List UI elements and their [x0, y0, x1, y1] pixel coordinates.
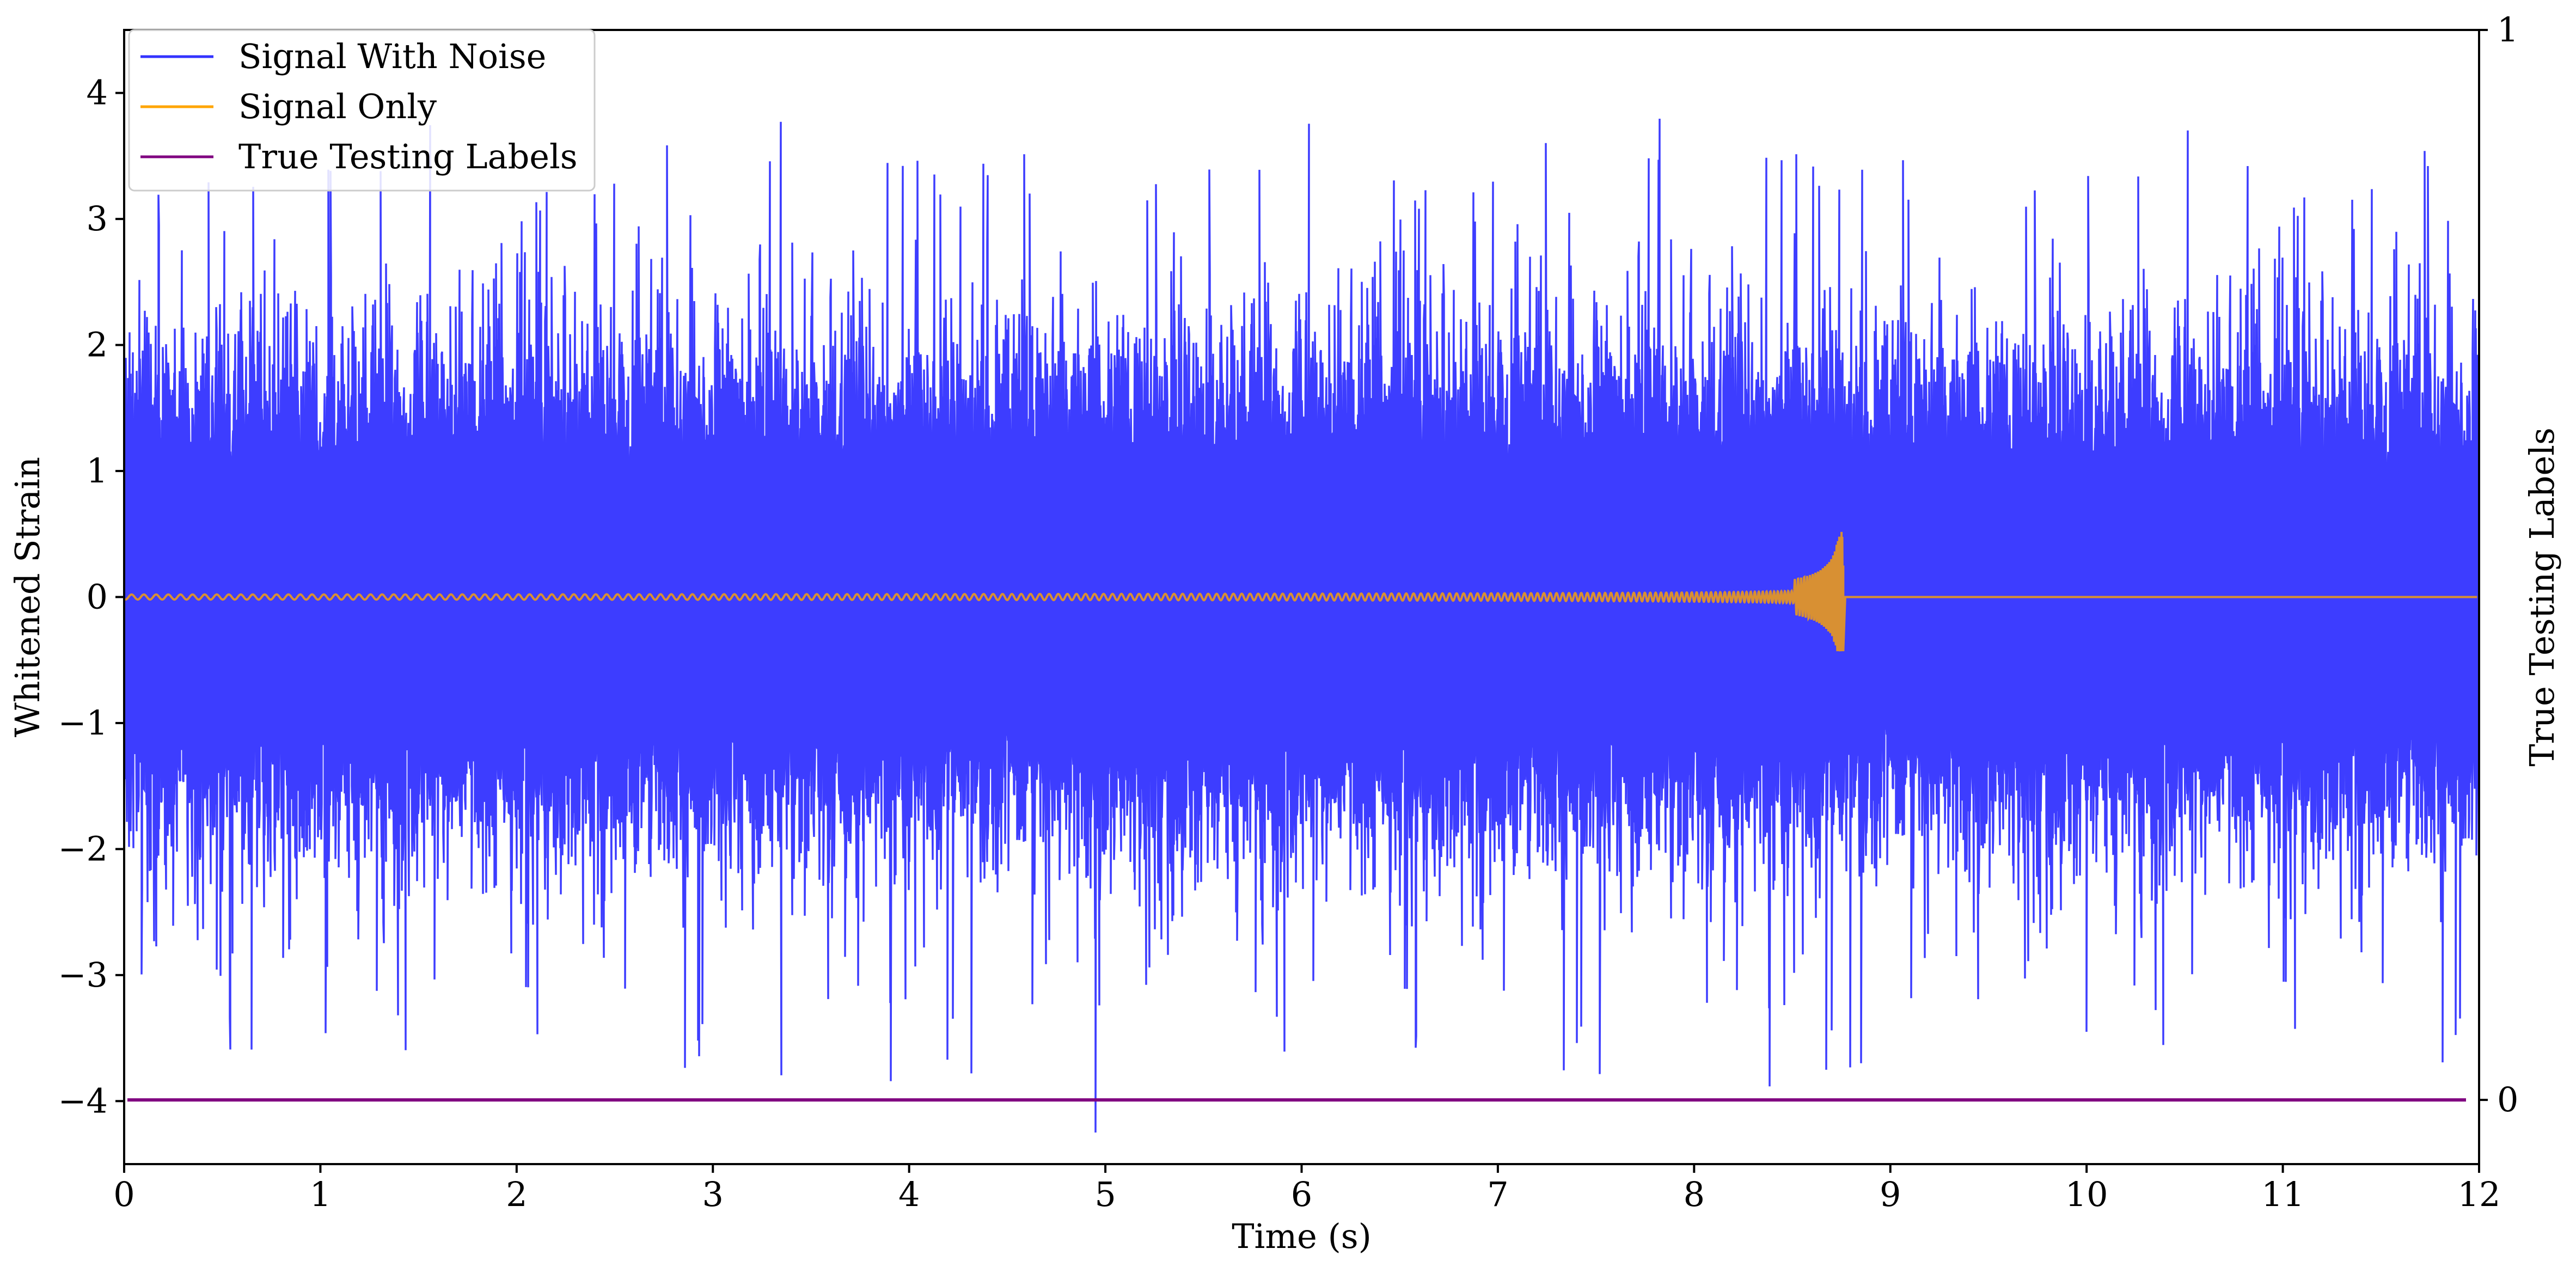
legend-entry-true-testing-labels: True Testing Labels [140, 137, 578, 176]
x-tick-label: 6 [1291, 1174, 1312, 1214]
x-tick-label: 10 [2065, 1174, 2108, 1214]
x-tick-label: 9 [1880, 1174, 1901, 1214]
legend-label-signal-only: Signal Only [238, 87, 437, 126]
y-tick-label: −2 [58, 829, 108, 868]
legend-entry-signal-with-noise: Signal With Noise [140, 36, 546, 76]
legend-label-true-testing-labels: True Testing Labels [238, 137, 578, 176]
x-axis-label: Time (s) [1232, 1216, 1372, 1256]
series-signal-only [124, 531, 2477, 652]
x-tick-label: 2 [506, 1174, 527, 1214]
series-layer [124, 118, 2479, 1133]
legend-box [128, 29, 596, 192]
y-right-tick-label: 1 [2497, 10, 2518, 50]
x-tick-label: 12 [2458, 1174, 2501, 1214]
y-tick-label: −1 [58, 703, 108, 743]
x-tick-label: 4 [898, 1174, 920, 1214]
y-axis-label: Whitened Strain [8, 457, 47, 737]
y-tick-label: −3 [58, 955, 108, 995]
x-tick-label: 1 [310, 1174, 331, 1214]
x-tick-label: 0 [113, 1174, 134, 1214]
x-tick-label: 3 [702, 1174, 724, 1214]
y-tick-label: 2 [87, 325, 108, 365]
series-signal-with-noise [124, 118, 2479, 1133]
y-tick-label: 3 [87, 199, 108, 238]
x-tick-label: 7 [1487, 1174, 1508, 1214]
x-tick-label: 5 [1094, 1174, 1116, 1214]
y-axis-label-right: True Testing Labels [2522, 427, 2562, 767]
y-tick-label: 1 [87, 451, 108, 491]
y-tick-label: 4 [87, 73, 108, 113]
x-tick-label: 11 [2261, 1174, 2304, 1214]
x-tick-label: 8 [1684, 1174, 1705, 1214]
legend-entry-signal-only: Signal Only [140, 87, 437, 126]
y-tick-label: −4 [58, 1081, 108, 1121]
legend-label-signal-with-noise: Signal With Noise [238, 36, 546, 76]
y-right-tick-label: 0 [2497, 1080, 2518, 1119]
y-tick-label: 0 [87, 577, 108, 617]
legend: Signal With Noise Signal Only True Testi… [128, 29, 596, 192]
